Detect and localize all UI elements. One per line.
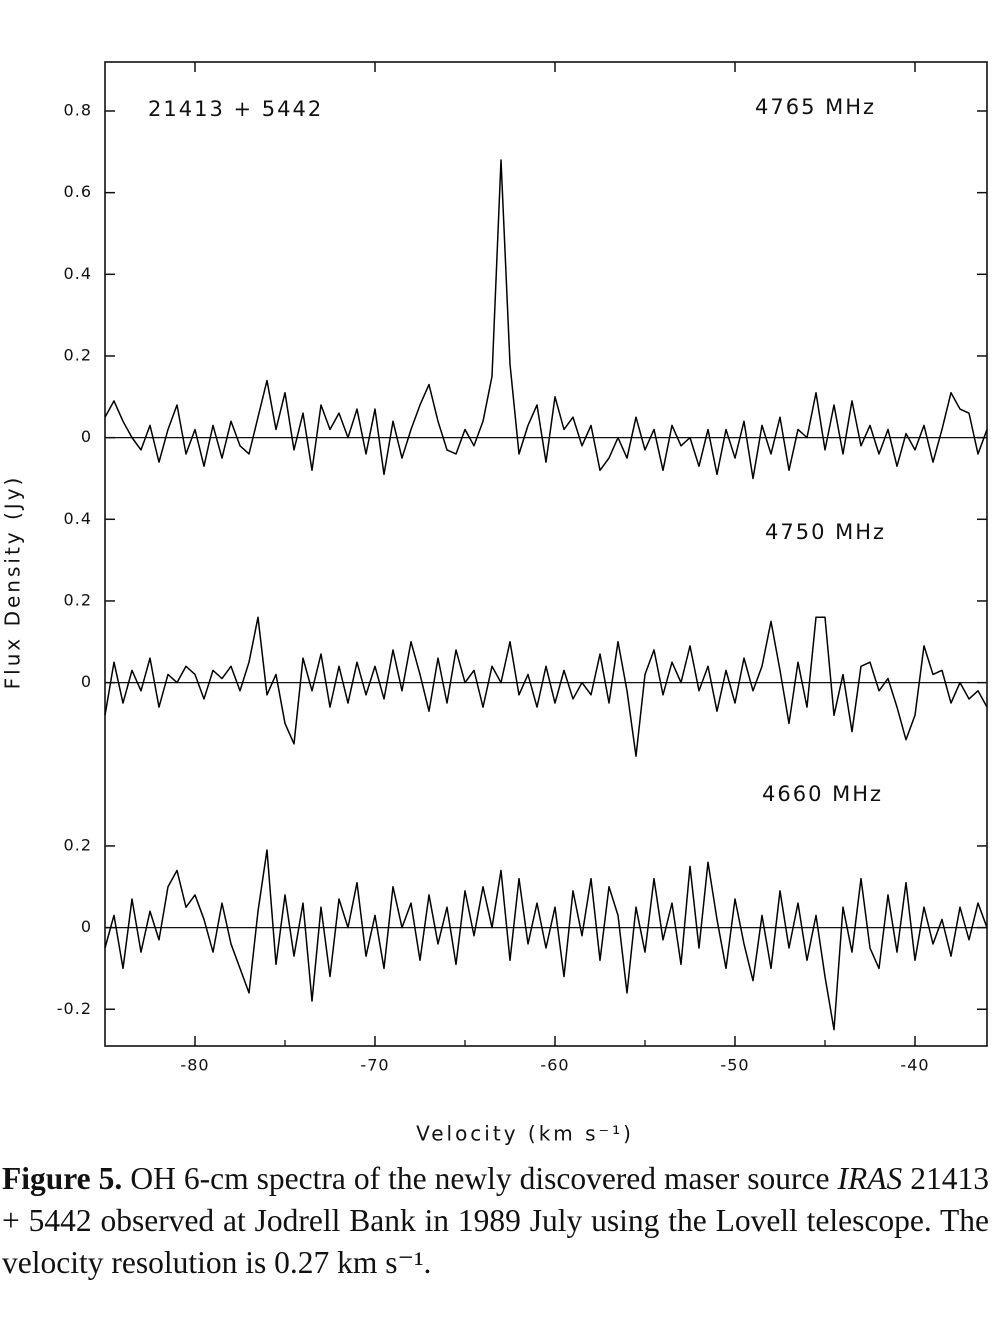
caption: Figure 5. OH 6-cm spectra of the newly d…: [2, 1158, 989, 1284]
y-tick-label: 0.2: [64, 345, 92, 364]
x-tick-label: -50: [720, 1056, 749, 1075]
x-tick-label: -70: [360, 1056, 389, 1075]
spectrum-line: [104, 849, 988, 1031]
spectrum-line: [104, 616, 988, 757]
y-axis-label: Flux Density (Jy): [1, 475, 25, 690]
caption-text: OH 6-cm spectra of the newly discovered …: [130, 1161, 830, 1196]
caption-source: IRAS: [837, 1161, 903, 1196]
y-tick-label: -0.2: [57, 999, 92, 1018]
caption-text: 21413 + 5442 observed at Jodrell Bank in…: [2, 1161, 990, 1280]
x-tick-label: -40: [900, 1056, 929, 1075]
y-tick-label: 0.2: [64, 590, 92, 609]
y-tick-label: 0: [81, 917, 92, 936]
y-tick-label: 0.6: [64, 182, 92, 201]
panel-label: 4765 MHz: [755, 95, 876, 119]
plot-frame: [104, 61, 988, 1047]
panel-label: 4660 MHz: [762, 782, 883, 806]
y-tick-label: 0.2: [64, 835, 92, 854]
source-name: 21413 + 5442: [148, 97, 323, 121]
y-tick-label: 0.4: [64, 509, 92, 528]
y-tick-label: 0.8: [64, 100, 92, 119]
y-tick-label: 0: [81, 427, 92, 446]
chart: 21413 + 5442 4765 MHz 4750 MHz 4660 MHz …: [1, 61, 988, 1146]
y-tick-label: 0: [81, 672, 92, 691]
caption-label: Figure 5.: [2, 1161, 123, 1196]
spectrum-line: [104, 159, 988, 480]
panel-label: 4750 MHz: [765, 520, 886, 544]
y-tick-label: 0.4: [64, 264, 92, 283]
x-tick-label: -60: [540, 1056, 569, 1075]
x-axis-label: Velocity (km s⁻¹): [416, 1122, 634, 1146]
x-tick-label: -80: [180, 1056, 209, 1075]
